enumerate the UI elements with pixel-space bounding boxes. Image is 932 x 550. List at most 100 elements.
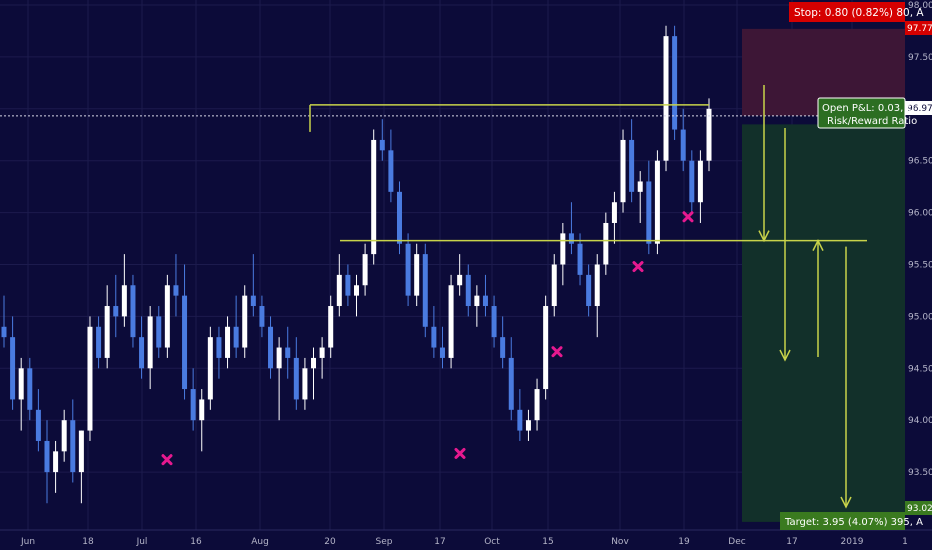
time-axis-bg (0, 530, 932, 550)
candle-body (672, 36, 678, 130)
candle (53, 440, 59, 493)
candle-body (508, 357, 514, 410)
candle-body (568, 233, 574, 244)
candle-body (139, 337, 145, 369)
candle (354, 274, 359, 317)
time-tick-label: 1 (902, 537, 908, 547)
candle-body (35, 409, 41, 441)
candle-body (10, 337, 16, 400)
arrow-head (758, 230, 770, 243)
candle (371, 129, 377, 265)
candle-body (113, 306, 119, 317)
time-tick-label: Jun (20, 537, 35, 547)
arrow-down-1 (758, 85, 770, 243)
time-tick-label: Aug (251, 537, 269, 547)
candle (96, 316, 102, 369)
candle (405, 233, 411, 307)
candles (1, 25, 712, 504)
candle (199, 389, 205, 452)
time-tick-label: 17 (434, 537, 445, 547)
target-badge[interactable]: Target: 3.95 (4.07%) 395, A 93.02 (780, 501, 932, 530)
candle (173, 254, 179, 317)
candle (654, 150, 660, 255)
arrow-head (840, 496, 852, 509)
arrow-up (812, 238, 824, 357)
candle (629, 119, 635, 203)
time-tick-label: 20 (324, 537, 336, 547)
candle-body (44, 440, 50, 473)
candle-body (147, 316, 153, 369)
candle (182, 264, 188, 400)
candle (61, 409, 67, 462)
candle (259, 295, 265, 338)
candle-body (448, 285, 454, 358)
candle (465, 264, 471, 317)
candle-body (362, 254, 368, 286)
candle (70, 399, 76, 483)
candle (302, 357, 308, 410)
candle-body (414, 254, 420, 296)
time-tick-label: Sep (376, 537, 393, 547)
candle (500, 316, 506, 369)
candle-body (354, 285, 359, 296)
candle (147, 306, 153, 390)
candle-body (405, 243, 411, 296)
candle-body (173, 285, 179, 296)
candle-body (697, 160, 703, 203)
swing-marker (454, 447, 466, 459)
time-tick-label: Dec (728, 537, 745, 547)
candle-body (233, 326, 239, 348)
candle-body (551, 264, 557, 307)
candle-body (594, 264, 600, 307)
candle (10, 316, 16, 410)
price-tick-label: 95.00 (908, 312, 932, 322)
candle-body (268, 326, 274, 369)
price-tick-label: 96.50 (908, 157, 932, 167)
candle-body (276, 347, 282, 369)
candle-body (439, 347, 445, 358)
candle-body (680, 129, 686, 161)
candle (577, 233, 583, 286)
candle (190, 368, 196, 431)
stop-badge[interactable]: Stop: 0.80 (0.82%) 80, A 97.77 (789, 2, 932, 35)
level-lines (0, 104, 905, 242)
current-price-badge: 96.97 (905, 101, 932, 115)
candle-body (654, 160, 660, 244)
candle (164, 274, 170, 358)
candle-body (379, 139, 385, 151)
candle-body (225, 326, 231, 358)
candle-body (61, 420, 67, 452)
candle (388, 129, 394, 203)
arrow-down-2 (779, 128, 791, 362)
candle-body (27, 368, 33, 410)
candle-body (216, 337, 222, 358)
candle (104, 285, 110, 369)
candle (491, 295, 497, 348)
candle (319, 337, 325, 379)
candle-body (70, 420, 76, 473)
time-tick-label: 15 (542, 537, 553, 547)
price-axis[interactable]: 98.0097.5097.0096.5096.0095.5095.0094.50… (905, 0, 932, 530)
price-axis-bg (905, 0, 932, 530)
candle (560, 222, 566, 286)
marker-stroke (682, 211, 694, 223)
candle (603, 212, 609, 275)
candle (156, 306, 162, 358)
candle (697, 150, 703, 223)
swing-marker (632, 261, 644, 273)
target-label: Target: 3.95 (4.07%) 395, A (784, 517, 923, 528)
candle (543, 295, 549, 400)
time-axis[interactable]: Jun 18 Jul 16 Aug 20 Sep 17 Oct 15 Nov 19 Dec 17 2019 1 (0, 529, 932, 550)
candle (78, 430, 84, 504)
arrow-head (812, 238, 824, 251)
candle-body (465, 274, 471, 307)
candle-body (586, 274, 592, 307)
candle (414, 243, 420, 307)
candle-body (190, 389, 196, 421)
candle (594, 254, 600, 338)
candle (439, 326, 445, 369)
pnl-label: Open P&L: 0.03, Q (822, 103, 914, 114)
candle-body (302, 368, 308, 400)
pnl-badge[interactable]: Open P&L: 0.03, Q Risk/Reward Ratio (817, 97, 917, 129)
